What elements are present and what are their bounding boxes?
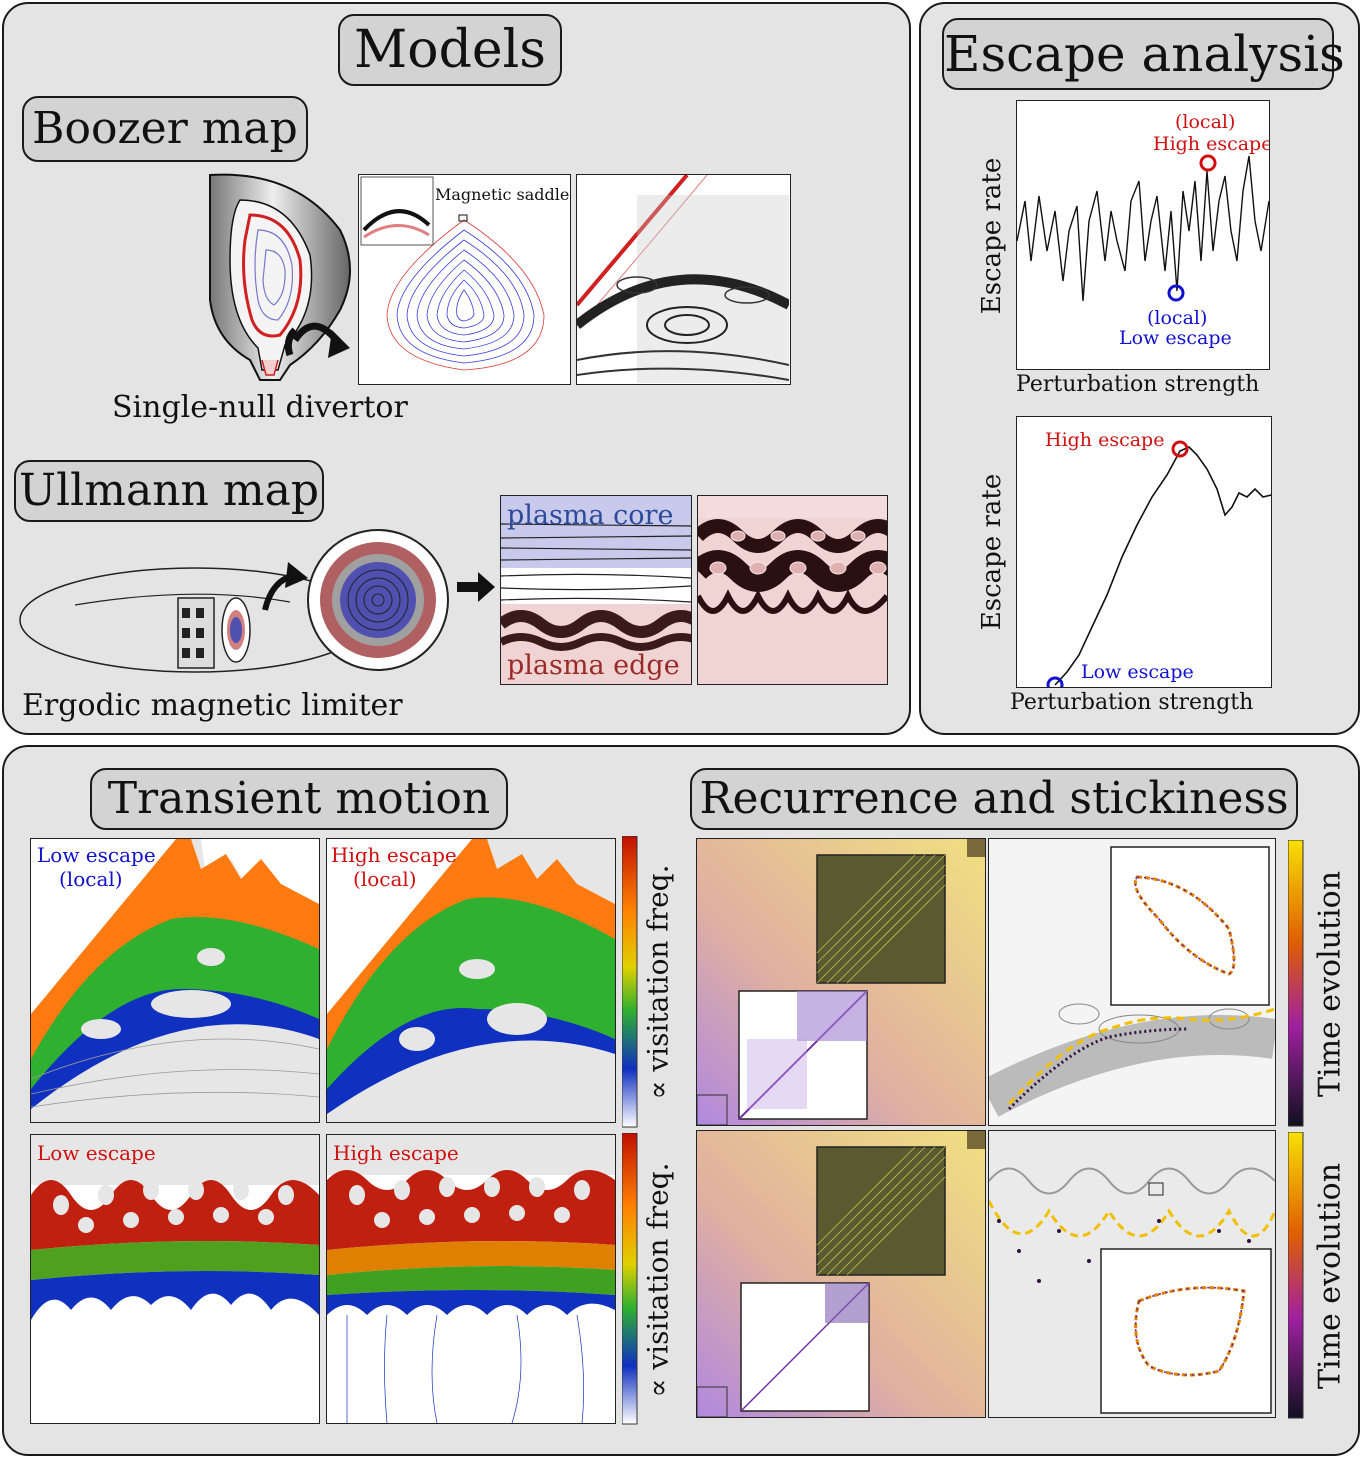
ergodic-limiter-diagram xyxy=(19,529,495,673)
time-label-bottom: Time evolution xyxy=(1312,1162,1348,1390)
high-escape-label-2: High escape xyxy=(1045,429,1165,451)
tr-label-1: High escape xyxy=(331,843,457,867)
boozer-surfaces-plot: Magnetic saddle xyxy=(358,174,571,385)
models-title: Models xyxy=(338,14,562,86)
saddle-label: Magnetic saddle xyxy=(435,185,570,204)
ullmann-zoom-plot xyxy=(697,495,888,685)
high-escape-marker-2 xyxy=(1171,440,1189,458)
recurrence-plot-bottom xyxy=(696,1130,986,1418)
escape-plot2-xlabel: Perturbation strength xyxy=(1010,690,1254,715)
transient-plot-high: High escape xyxy=(326,1134,616,1424)
escape-rate-curve-global xyxy=(1054,446,1271,686)
br-label: High escape xyxy=(333,1141,459,1165)
visitation-colorbar-top xyxy=(622,836,638,1128)
tl-label-1: Low escape xyxy=(37,843,156,867)
high-escape-marker xyxy=(1199,154,1217,172)
escape-title: Escape analysis xyxy=(942,18,1345,90)
low-escape-label-1: Low escape xyxy=(1119,327,1232,349)
time-label-top: Time evolution xyxy=(1312,870,1348,1098)
stickiness-plot-bottom xyxy=(988,1130,1276,1418)
low-escape-marker-2 xyxy=(1046,676,1064,687)
transient-plot-low-local: Low escape (local) xyxy=(30,838,320,1123)
high-escape-label-1: High escape xyxy=(1153,133,1270,155)
transient-title: Transient motion xyxy=(90,768,508,830)
boozer-title: Boozer map xyxy=(22,96,308,162)
core-label: plasma core xyxy=(507,500,674,531)
time-colorbar-bottom xyxy=(1288,1132,1304,1419)
stickiness-plot-top xyxy=(988,838,1276,1126)
tokamak-divertor-diagram xyxy=(209,173,351,381)
transient-plot-low: Low escape xyxy=(30,1134,320,1424)
visitation-label-bottom: ∝ visitation freq. xyxy=(641,1162,675,1398)
recurrence-title: Recurrence and stickiness xyxy=(690,768,1298,830)
high-escape-local-label: (local) xyxy=(1175,111,1236,133)
escape-plot1-xlabel: Perturbation strength xyxy=(1016,372,1260,397)
ullmann-phase-plot: plasma core plasma edge xyxy=(500,495,692,685)
boozer-caption: Single-null divertor xyxy=(112,390,408,425)
low-escape-label-2: Low escape xyxy=(1081,661,1194,683)
tr-label-2: (local) xyxy=(353,867,417,891)
time-colorbar-top xyxy=(1288,840,1304,1127)
transient-plot-high-local: High escape (local) xyxy=(326,838,616,1123)
bl-label: Low escape xyxy=(37,1141,156,1165)
tl-label-2: (local) xyxy=(59,867,123,891)
ullmann-title: Ullmann map xyxy=(14,460,324,522)
escape-plot1-ylabel: Escape rate xyxy=(977,157,1007,315)
ullmann-caption: Ergodic magnetic limiter xyxy=(22,688,403,723)
low-escape-local-label: (local) xyxy=(1147,307,1208,329)
edge-label: plasma edge xyxy=(507,650,680,681)
visitation-label-top: ∝ visitation freq. xyxy=(641,864,675,1100)
escape-plot-global: High escape Low escape xyxy=(1016,416,1272,688)
visitation-colorbar-bottom xyxy=(622,1133,638,1425)
escape-rate-curve-local xyxy=(1017,155,1269,302)
recurrence-plot-top xyxy=(696,838,986,1126)
boozer-chaos-plot xyxy=(576,174,791,385)
escape-plot-local: (local) High escape (local) Low escape xyxy=(1016,100,1270,370)
escape-plot2-ylabel: Escape rate xyxy=(977,473,1007,631)
low-escape-marker xyxy=(1167,284,1185,302)
